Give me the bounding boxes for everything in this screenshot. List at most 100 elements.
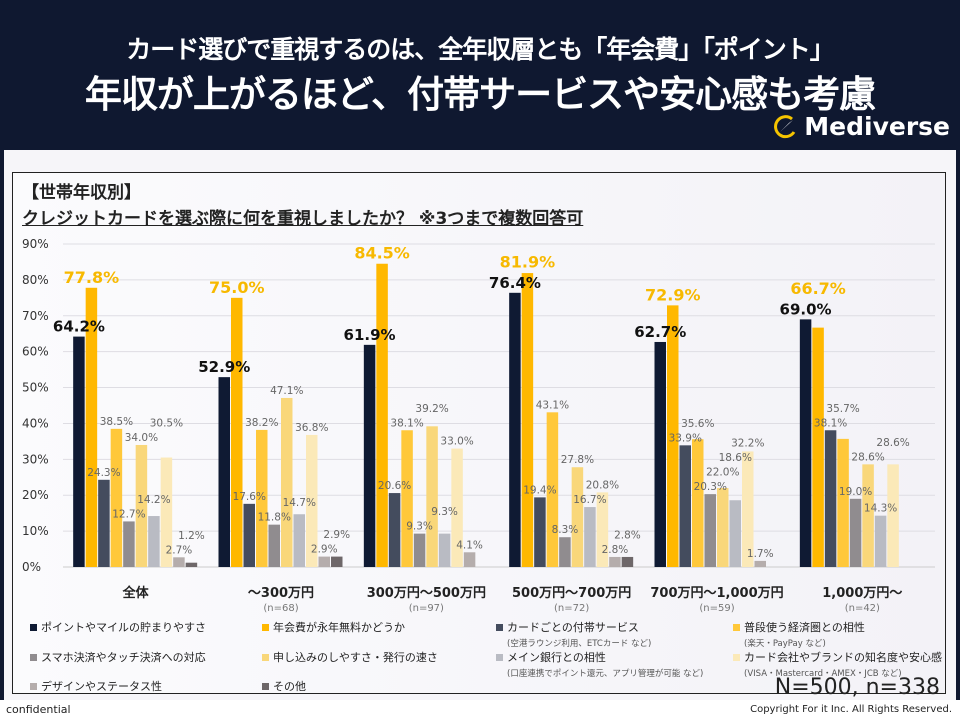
data-label: 11.8% [258, 512, 291, 524]
legend-swatch [496, 653, 503, 661]
data-label: 32.2% [731, 438, 764, 450]
legend-swatch [30, 653, 37, 661]
data-label: 14.3% [864, 503, 897, 515]
legend-item: 普段使う経済圏との相性 (楽天・PayPay など) [733, 619, 865, 649]
legend-label: デザインやステータス性 [41, 680, 162, 693]
bar [874, 515, 887, 567]
bar [256, 429, 268, 567]
data-label: 38.5% [100, 416, 133, 428]
data-label: 28.6% [876, 437, 909, 449]
data-label: 38.1% [390, 417, 423, 429]
bar [85, 287, 98, 567]
bar [824, 430, 837, 567]
bar [463, 552, 476, 567]
legend-item: メイン銀行との相性 (口座連携でポイント還元、アプリ管理が可能 など) [496, 649, 703, 679]
data-label: 30.5% [150, 417, 183, 429]
y-tick-label: 0% [22, 560, 41, 574]
legend-swatch [30, 682, 37, 690]
sample-size: N=500, n=338 [774, 675, 940, 700]
legend-item: カードごとの付帯サービス (空港ラウンジ利用、ETCカード など) [496, 619, 651, 649]
bar [667, 305, 679, 567]
category-note: (n=59) [699, 603, 734, 614]
headline-line2: 年収が上がるほど、付帯サービスや安心感も考慮 [84, 73, 876, 116]
legend-note: (楽天・PayPay など) [744, 639, 826, 649]
y-tick-label: 60% [22, 345, 49, 359]
bar [534, 497, 546, 567]
legend-swatch [262, 682, 269, 690]
data-label: 33.0% [440, 436, 473, 448]
legend-label: 年会費が永年無料かどうか [273, 621, 405, 634]
data-label: 69.0% [780, 300, 832, 318]
bar [218, 377, 230, 567]
legend-label: カードごとの付帯サービス [507, 621, 639, 634]
legend-item: デザインやステータス性 [30, 678, 162, 694]
category-label: 700万円～1,000万円 [650, 586, 783, 601]
bar [799, 319, 812, 567]
legend-swatch [262, 653, 269, 661]
bar [849, 498, 862, 567]
bar [331, 556, 343, 567]
data-label: 20.3% [694, 481, 727, 493]
data-label: 12.7% [112, 508, 145, 520]
legend-label: 普段使う経済圏との相性 [744, 621, 865, 634]
bar [742, 451, 754, 567]
data-label: 35.6% [681, 418, 714, 430]
legend-note: (VISA・Mastercard・AMEX・JCB など) [744, 669, 902, 679]
legend-label: 申し込みのしやすさ・発行の速さ [273, 651, 438, 664]
data-label: 66.7% [790, 279, 846, 298]
data-label: 52.9% [198, 358, 250, 376]
bar [73, 336, 85, 567]
bar [679, 445, 691, 567]
bar [692, 439, 704, 567]
bar [148, 516, 160, 567]
data-label: 14.7% [283, 497, 316, 509]
data-label: 28.6% [851, 451, 884, 463]
chart-title: 【世帯年収別】 [22, 183, 141, 203]
bar [717, 488, 729, 567]
legend-swatch [496, 623, 503, 631]
bar [812, 327, 824, 567]
bar [306, 434, 318, 567]
legend-label: ポイントやマイルの貯まりやすさ [41, 621, 206, 634]
data-label: 1.7% [747, 548, 774, 560]
y-tick-label: 70% [22, 309, 49, 323]
legend-swatch [30, 623, 37, 631]
bar [704, 494, 716, 567]
bar [509, 292, 521, 567]
category-note: (n=68) [263, 603, 298, 614]
bar [123, 521, 135, 567]
legend-item: 申し込みのしやすさ・発行の速さ [262, 649, 438, 665]
data-label: 38.1% [814, 417, 847, 429]
data-label: 16.7% [573, 494, 606, 506]
bar [571, 467, 584, 567]
data-label: 75.0% [209, 278, 265, 297]
mediverse-logo-icon [774, 114, 796, 138]
data-label: 2.8% [602, 544, 629, 556]
y-tick-label: 10% [22, 524, 49, 538]
category-label: ～300万円 [248, 586, 314, 601]
bar [584, 507, 596, 567]
legend-label: スマホ決済やタッチ決済への対応 [41, 651, 206, 664]
legend-swatch [262, 623, 269, 631]
logo-text: Mediverse [804, 112, 950, 141]
data-label: 2.9% [311, 544, 338, 556]
y-tick-label: 50% [22, 381, 49, 395]
data-label: 9.3% [431, 506, 458, 518]
data-label: 18.6% [719, 452, 752, 464]
bar [559, 537, 571, 567]
bar [621, 556, 634, 567]
data-label: 2.7% [166, 544, 193, 556]
bar [451, 448, 463, 567]
category-label: 300万円～500万円 [367, 586, 486, 601]
y-tick-label: 80% [22, 273, 49, 287]
bar [546, 412, 559, 567]
legend-note: (口座連携でポイント還元、アプリ管理が可能 など) [507, 669, 704, 679]
bar [363, 344, 376, 567]
bar [160, 457, 173, 567]
legend-label: その他 [273, 680, 306, 693]
bar [388, 493, 401, 567]
bar [426, 426, 438, 567]
bar [231, 297, 243, 567]
bar [268, 524, 280, 567]
bar [185, 562, 198, 567]
